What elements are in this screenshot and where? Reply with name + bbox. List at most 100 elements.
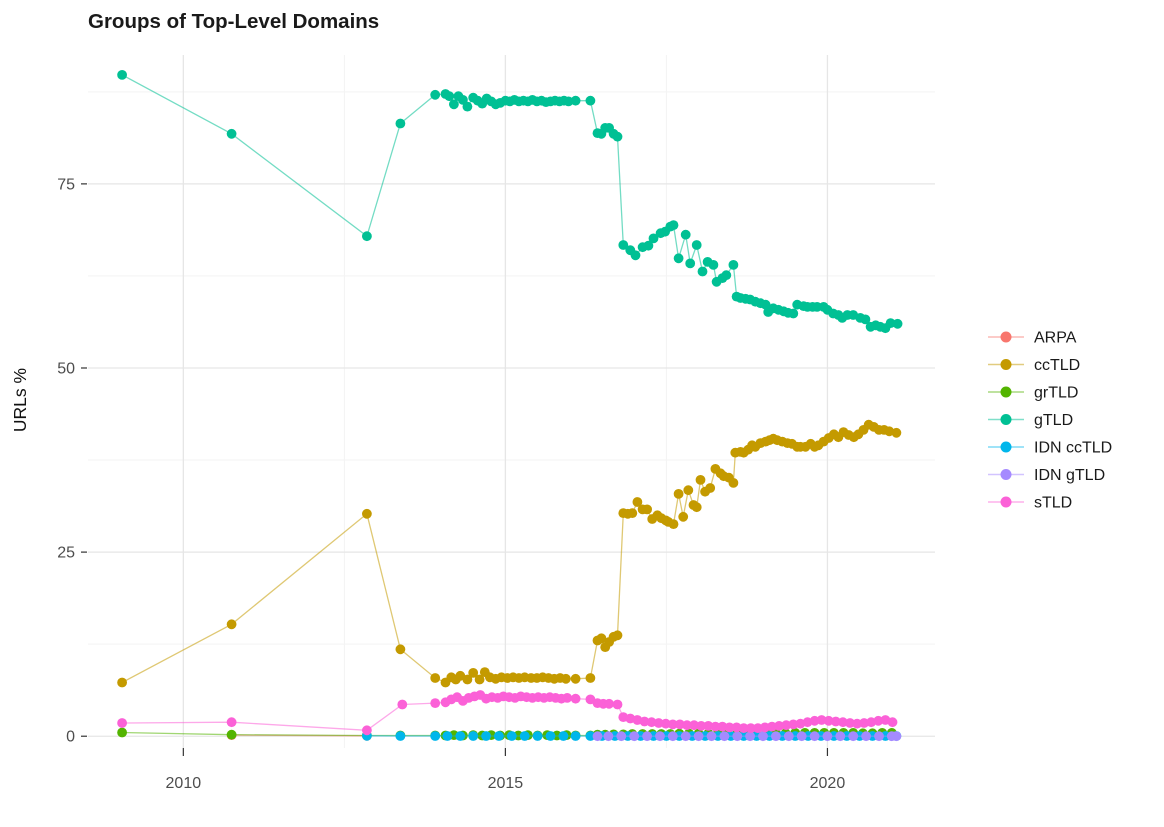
data-point [362,508,372,519]
data-point [861,731,871,742]
data-point [719,731,730,742]
data-point [397,699,408,710]
data-point [892,318,903,329]
data-point [648,233,659,244]
data-point [570,693,581,704]
data-point [585,673,596,683]
data-point [717,721,728,732]
legend-label: gTLD [1034,412,1073,429]
data-point [816,715,827,725]
data-point [783,731,794,742]
y-tick-label: 25 [57,545,75,562]
data-point [731,722,742,733]
y-axis-label: URLs % [10,368,30,432]
data-point [678,511,689,522]
data-point [430,731,441,741]
data-point [585,731,596,741]
data-point [705,483,716,493]
data-point [689,720,699,731]
data-point [830,716,841,727]
data-point [859,718,869,728]
grid-lines [88,55,935,748]
data-point [695,475,706,485]
data-point [226,729,237,740]
legend-key-dot [1000,441,1012,453]
y-tick-label: 0 [66,729,75,746]
data-point [774,721,784,731]
legend-label: IDN gTLD [1034,467,1105,484]
data-point [771,731,781,742]
legend-key-dot [1000,386,1012,398]
series-line [121,74,898,329]
data-point [642,504,652,515]
data-point [732,731,743,742]
data-point [481,731,491,741]
data-series [117,70,903,742]
data-point [563,96,574,107]
data-point [362,725,372,736]
data-point [675,719,685,730]
legend-label: ccTLD [1034,357,1080,374]
data-point [632,497,643,507]
data-point [728,478,739,488]
data-point [468,668,479,678]
chart-title: Groups of Top-Level Domains [88,10,379,33]
data-point [642,731,652,742]
data-point [653,718,664,728]
legend-key-dot [1000,469,1012,480]
data-point [444,91,455,102]
legend-item-idn-gtld: IDN gTLD [988,467,1105,484]
data-point [117,677,127,688]
data-point [585,95,596,106]
data-point [668,220,679,231]
data-point [562,693,573,703]
data-point [226,128,237,139]
data-point [442,731,453,741]
data-point [616,731,627,742]
x-tick-label: 2015 [488,775,524,792]
data-point [603,731,614,742]
legend-item-cctld: ccTLD [988,357,1080,374]
data-point [494,731,504,741]
data-point [891,427,902,438]
data-point [758,731,768,742]
data-point [455,731,466,741]
data-point [721,270,732,281]
data-point [545,731,556,741]
data-point [796,731,807,742]
legend-key-dot [1000,496,1012,508]
data-point [655,731,665,742]
data-point [618,240,629,250]
data-point [570,731,581,741]
data-point [693,731,704,742]
data-point [462,101,473,112]
data-point [809,731,820,742]
y-tick-label: 75 [57,176,75,193]
data-point [724,722,735,733]
series-gtld [117,70,903,334]
data-point [506,731,517,741]
data-point [845,718,855,728]
data-point [532,731,543,741]
data-point [226,717,237,728]
series-stld [117,690,898,736]
data-point [838,717,848,728]
legend-label: ARPA [1034,330,1077,347]
data-point [570,673,581,684]
data-point [639,716,650,727]
data-point [629,731,640,742]
data-point [668,519,679,529]
data-point [683,485,694,496]
legend-key-dot [1000,414,1012,425]
data-point [395,731,406,741]
legend-key-dot [1000,331,1012,343]
data-point [874,731,884,742]
x-tick-label: 2020 [810,775,846,792]
data-point [430,698,441,708]
data-point [592,731,603,742]
data-point [848,731,859,742]
data-point [696,721,707,731]
data-point [667,719,678,730]
legend-label: IDN ccTLD [1034,440,1112,457]
